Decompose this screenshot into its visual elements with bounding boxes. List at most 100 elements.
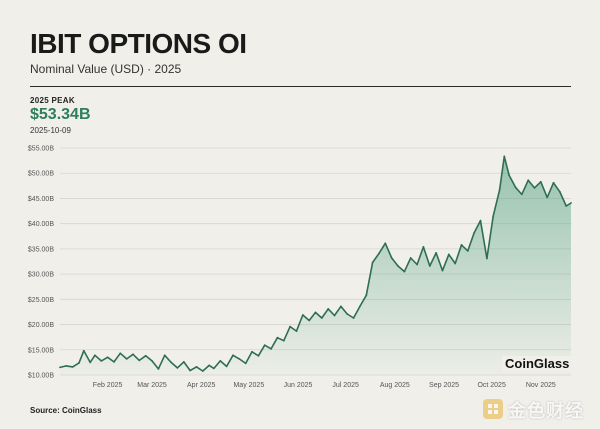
y-tick-label: $35.00B xyxy=(28,246,54,253)
data-point xyxy=(244,362,247,365)
peak-value: $53.34B xyxy=(30,106,91,123)
data-point xyxy=(371,261,374,264)
data-point xyxy=(565,205,568,207)
data-point xyxy=(508,174,510,177)
data-point xyxy=(119,352,122,355)
data-point xyxy=(163,354,166,357)
data-point xyxy=(100,360,103,362)
data-point xyxy=(416,263,418,266)
data-point xyxy=(263,344,266,347)
data-point xyxy=(157,368,160,370)
data-point xyxy=(403,270,406,273)
data-point xyxy=(365,294,368,297)
data-point xyxy=(454,262,457,265)
data-point xyxy=(390,257,393,259)
data-point xyxy=(138,359,141,362)
data-point xyxy=(409,257,412,259)
data-point xyxy=(486,257,488,260)
title-divider xyxy=(30,86,571,87)
data-point xyxy=(270,347,272,350)
data-point xyxy=(276,336,279,339)
y-tick-label: $50.00B xyxy=(28,171,54,178)
data-point xyxy=(503,155,506,158)
data-point xyxy=(479,219,482,222)
data-point xyxy=(308,319,311,322)
data-point xyxy=(498,189,501,191)
watermark-text: 金色财经 xyxy=(508,401,584,421)
x-tick-label: Apr 2025 xyxy=(187,382,216,389)
data-point xyxy=(514,186,517,189)
data-point xyxy=(125,358,128,360)
y-tick-label: $30.00B xyxy=(28,272,54,279)
data-point xyxy=(144,354,147,357)
data-point xyxy=(219,360,222,362)
data-point xyxy=(520,193,523,196)
y-tick-label: $15.00B xyxy=(28,347,54,354)
oi-area-fill xyxy=(60,156,571,375)
data-point xyxy=(176,367,179,369)
peak-label: 2025 PEAK xyxy=(30,96,75,105)
data-point xyxy=(384,242,387,245)
data-point xyxy=(539,180,542,183)
data-point xyxy=(213,367,215,370)
data-point xyxy=(106,356,109,359)
data-point xyxy=(65,365,68,367)
data-point xyxy=(232,354,234,357)
data-point xyxy=(182,361,185,363)
watermark: 金色财经 xyxy=(482,396,592,422)
data-point xyxy=(447,253,450,256)
x-tick-label: Oct 2025 xyxy=(477,382,506,389)
data-point xyxy=(314,311,317,314)
data-point xyxy=(201,370,204,372)
x-tick-label: Nov 2025 xyxy=(526,382,556,389)
data-point xyxy=(251,350,253,353)
data-point xyxy=(132,353,134,356)
jinse-logo-icon xyxy=(483,399,503,419)
data-point xyxy=(378,252,380,255)
data-point xyxy=(189,369,192,372)
data-points xyxy=(59,155,572,372)
data-point xyxy=(151,360,153,362)
y-tick-label: $55.00B xyxy=(28,146,54,153)
data-point xyxy=(327,308,330,310)
y-tick-label: $45.00B xyxy=(28,196,54,203)
data-point xyxy=(397,265,399,267)
data-point xyxy=(94,354,96,357)
data-point xyxy=(546,196,549,199)
data-point xyxy=(559,191,561,193)
data-point xyxy=(78,362,80,364)
x-tick-label: Aug 2025 xyxy=(380,382,410,389)
data-point xyxy=(82,349,85,352)
y-tick-label: $20.00B xyxy=(28,322,54,329)
x-tick-label: May 2025 xyxy=(233,382,264,389)
data-point xyxy=(320,317,323,319)
data-point xyxy=(289,325,291,328)
data-point xyxy=(359,305,361,308)
data-point xyxy=(428,265,431,267)
x-axis-labels: Feb 2025 Mar 2025 Apr 2025 May 2025 Jun 2025… xyxy=(93,382,556,389)
data-point xyxy=(570,202,572,204)
data-point xyxy=(466,250,469,252)
data-point xyxy=(352,317,355,319)
data-point xyxy=(238,358,241,360)
data-point xyxy=(282,339,285,342)
y-tick-label: $25.00B xyxy=(28,297,54,304)
data-point xyxy=(89,361,92,364)
data-point xyxy=(195,366,198,368)
data-point xyxy=(170,361,173,364)
data-point xyxy=(301,314,304,316)
x-tick-label: Sep 2025 xyxy=(429,382,459,389)
data-point xyxy=(208,364,211,367)
data-point xyxy=(533,187,536,189)
x-tick-label: Jun 2025 xyxy=(284,382,313,389)
data-point xyxy=(225,365,228,368)
data-point xyxy=(527,179,530,182)
chart-subtitle: Nominal Value (USD) · 2025 xyxy=(30,62,182,76)
peak-date: 2025-10-09 xyxy=(30,126,71,135)
data-point xyxy=(113,361,115,363)
x-tick-label: Jul 2025 xyxy=(332,382,359,389)
source-note: Source: CoinGlass xyxy=(30,406,102,415)
x-tick-label: Mar 2025 xyxy=(137,382,167,389)
x-tick-label: Feb 2025 xyxy=(93,382,123,389)
